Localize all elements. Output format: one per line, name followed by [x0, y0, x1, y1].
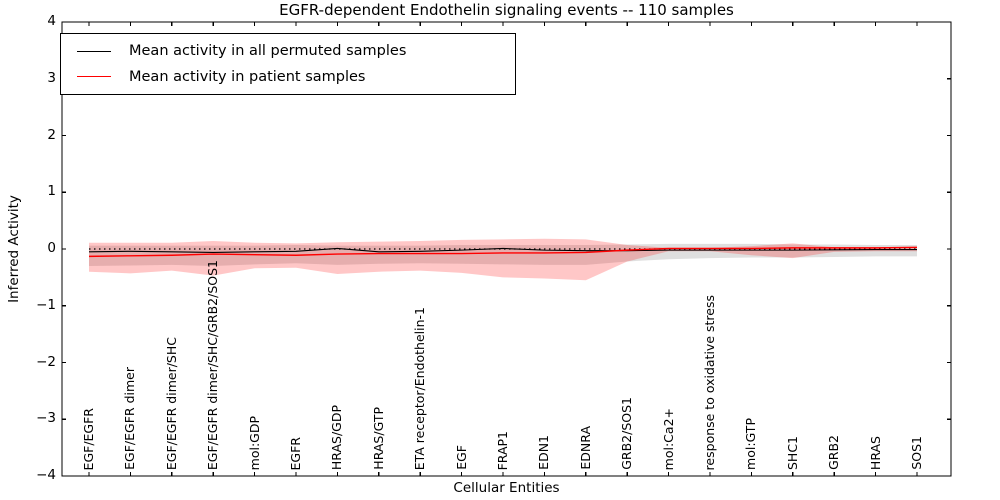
y-tick-label: 4 — [47, 13, 56, 29]
x-tick-label: SOS1 — [909, 436, 924, 470]
x-tick-label: SHC1 — [784, 435, 800, 470]
x-tick-label: EDN1 — [536, 435, 552, 470]
x-tick-label: GRB2/SOS1 — [619, 397, 635, 470]
x-tick-label: EGF/EGFR dimer/SHC/GRB2/SOS1 — [205, 259, 221, 470]
patient-line-swatch — [77, 76, 111, 78]
legend: Mean activity in all permuted samples Me… — [60, 33, 516, 95]
x-tick-label: EDNRA — [577, 426, 593, 470]
x-tick-label: GRB2 — [826, 435, 842, 470]
x-tick-label: response to oxidative stress — [702, 294, 717, 470]
x-tick-label: EGFR — [288, 436, 303, 470]
x-axis-label: Cellular Entities — [453, 480, 560, 496]
series-line-patient — [88, 246, 918, 258]
x-tick-label: HRAS/GTP — [370, 407, 386, 470]
x-tick-label: mol:GTP — [743, 418, 759, 470]
legend-entry-permuted: Mean activity in all permuted samples — [61, 43, 515, 59]
y-tick-label: 0 — [47, 240, 56, 256]
x-tick-label: mol:GDP — [246, 415, 262, 470]
y-tick-label: −4 — [36, 467, 56, 483]
y-tick-label: 1 — [47, 183, 56, 200]
permuted-line-swatch — [77, 50, 111, 52]
x-tick-label: HRAS/GDP — [329, 404, 345, 470]
x-tick-label: EGF — [453, 445, 469, 470]
y-tick-label: 3 — [47, 69, 56, 86]
tick-marks — [62, 21, 951, 477]
x-tick-label: EGF/EGFR dimer/SHC — [163, 336, 179, 470]
y-tick-label: −2 — [36, 353, 56, 370]
legend-entry-patient: Mean activity in patient samples — [61, 69, 515, 85]
x-tick-label: EGF/EGFR dimer — [122, 367, 138, 470]
x-tick-label: mol:Ca2+ — [660, 407, 676, 470]
chart-title: EGFR-dependent Endothelin signaling even… — [279, 1, 734, 19]
x-tick-label: ETA receptor/Endothelin-1 — [412, 306, 428, 470]
legend-label-permuted: Mean activity in all permuted samples — [129, 43, 407, 60]
y-tick-label: −3 — [36, 410, 56, 427]
legend-label-patient: Mean activity in patient samples — [129, 68, 366, 85]
x-tick-label: FRAP1 — [495, 430, 510, 470]
series-line-permuted — [88, 247, 917, 253]
y-tick-label: −1 — [36, 296, 56, 313]
x-tick-label: EGF/EGFR — [81, 407, 96, 470]
y-tick-label: 2 — [47, 126, 56, 143]
x-tick-label: HRAS — [867, 435, 883, 470]
